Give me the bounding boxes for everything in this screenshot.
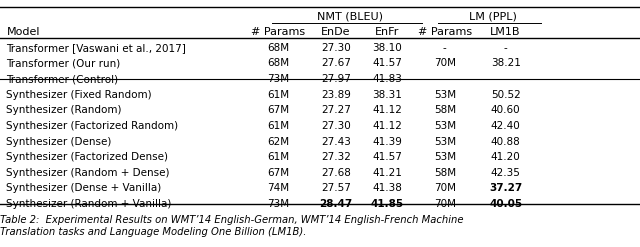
Text: 27.43: 27.43 [321, 137, 351, 146]
Text: 27.32: 27.32 [321, 152, 351, 162]
Text: 27.68: 27.68 [321, 168, 351, 178]
Text: 73M: 73M [268, 199, 289, 209]
Text: 41.38: 41.38 [372, 184, 402, 193]
Text: 40.05: 40.05 [489, 199, 522, 209]
Text: 41.57: 41.57 [372, 59, 402, 68]
Text: 70M: 70M [434, 184, 456, 193]
Text: Transformer [Vaswani et al., 2017]: Transformer [Vaswani et al., 2017] [6, 43, 186, 53]
Text: 28.47: 28.47 [319, 199, 353, 209]
Text: 41.57: 41.57 [372, 152, 402, 162]
Text: LM1B: LM1B [490, 27, 521, 37]
Text: 53M: 53M [434, 121, 456, 131]
Text: 27.57: 27.57 [321, 184, 351, 193]
Text: 53M: 53M [434, 137, 456, 146]
Text: 61M: 61M [268, 90, 289, 100]
Text: 53M: 53M [434, 152, 456, 162]
Text: 42.35: 42.35 [491, 168, 520, 178]
Text: Synthesizer (Factorized Random): Synthesizer (Factorized Random) [6, 121, 179, 131]
Text: 68M: 68M [268, 43, 289, 53]
Text: Synthesizer (Random + Vanilla): Synthesizer (Random + Vanilla) [6, 199, 172, 209]
Text: 27.30: 27.30 [321, 121, 351, 131]
Text: 70M: 70M [434, 59, 456, 68]
Text: -: - [504, 74, 508, 84]
Text: -: - [443, 43, 447, 53]
Text: 41.83: 41.83 [372, 74, 402, 84]
Text: LM (PPL): LM (PPL) [469, 12, 516, 22]
Text: 38.10: 38.10 [372, 43, 402, 53]
Text: Transformer (Control): Transformer (Control) [6, 74, 118, 84]
Text: 62M: 62M [268, 137, 289, 146]
Text: 41.12: 41.12 [372, 121, 402, 131]
Text: Transformer (Our run): Transformer (Our run) [6, 59, 121, 68]
Text: 38.31: 38.31 [372, 90, 402, 100]
Text: EnFr: EnFr [375, 27, 399, 37]
Text: 73M: 73M [268, 74, 289, 84]
Text: 27.27: 27.27 [321, 105, 351, 115]
Text: 58M: 58M [434, 105, 456, 115]
Text: Synthesizer (Random): Synthesizer (Random) [6, 105, 122, 115]
Text: # Params: # Params [252, 27, 305, 37]
Text: 23.89: 23.89 [321, 90, 351, 100]
Text: NMT (BLEU): NMT (BLEU) [317, 12, 383, 22]
Text: 38.21: 38.21 [491, 59, 520, 68]
Text: 41.20: 41.20 [491, 152, 520, 162]
Text: 61M: 61M [268, 152, 289, 162]
Text: 74M: 74M [268, 184, 289, 193]
Text: 40.60: 40.60 [491, 105, 520, 115]
Text: 53M: 53M [434, 90, 456, 100]
Text: Synthesizer (Random + Dense): Synthesizer (Random + Dense) [6, 168, 170, 178]
Text: 68M: 68M [268, 59, 289, 68]
Text: 41.39: 41.39 [372, 137, 402, 146]
Text: 67M: 67M [268, 168, 289, 178]
Text: Synthesizer (Dense + Vanilla): Synthesizer (Dense + Vanilla) [6, 184, 162, 193]
Text: 50.52: 50.52 [491, 90, 520, 100]
Text: 37.27: 37.27 [489, 184, 522, 193]
Text: 67M: 67M [268, 105, 289, 115]
Text: 27.30: 27.30 [321, 43, 351, 53]
Text: 41.21: 41.21 [372, 168, 402, 178]
Text: -: - [504, 43, 508, 53]
Text: EnDe: EnDe [321, 27, 351, 37]
Text: -: - [443, 74, 447, 84]
Text: Model: Model [6, 27, 40, 37]
Text: 27.67: 27.67 [321, 59, 351, 68]
Text: Synthesizer (Dense): Synthesizer (Dense) [6, 137, 112, 146]
Text: 40.88: 40.88 [491, 137, 520, 146]
Text: 58M: 58M [434, 168, 456, 178]
Text: Synthesizer (Fixed Random): Synthesizer (Fixed Random) [6, 90, 152, 100]
Text: 41.12: 41.12 [372, 105, 402, 115]
Text: 61M: 61M [268, 121, 289, 131]
Text: # Params: # Params [418, 27, 472, 37]
Text: 70M: 70M [434, 199, 456, 209]
Text: Synthesizer (Factorized Dense): Synthesizer (Factorized Dense) [6, 152, 168, 162]
Text: Table 2:  Experimental Results on WMT’14 English-German, WMT’14 English-French M: Table 2: Experimental Results on WMT’14 … [0, 215, 463, 237]
Text: 42.40: 42.40 [491, 121, 520, 131]
Text: 41.85: 41.85 [371, 199, 404, 209]
Text: 27.97: 27.97 [321, 74, 351, 84]
